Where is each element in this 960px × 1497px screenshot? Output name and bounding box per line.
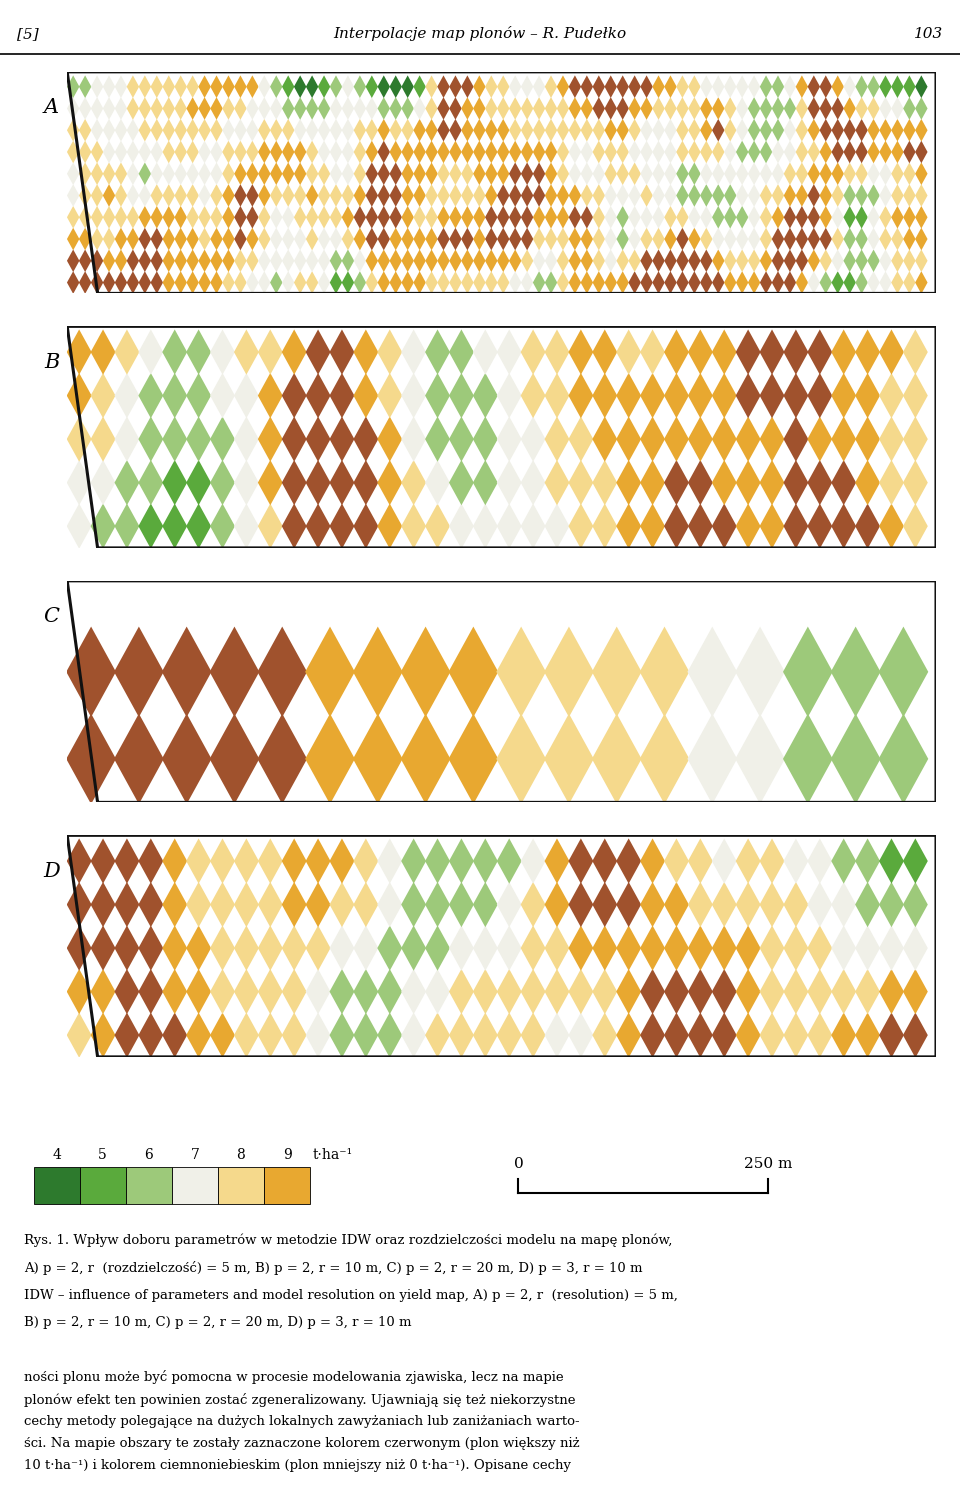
Text: 0: 0 (514, 1157, 523, 1171)
Text: B) p = 2, r = 10 m, C) p = 2, r = 20 m, D) p = 3, r = 10 m: B) p = 2, r = 10 m, C) p = 2, r = 20 m, … (24, 1316, 412, 1329)
Text: 4: 4 (52, 1148, 61, 1162)
Text: 5: 5 (98, 1148, 108, 1162)
Text: C: C (43, 608, 60, 626)
Bar (218, 1168, 264, 1205)
Text: 6: 6 (144, 1148, 154, 1162)
Text: Rys. 1. Wpływ doboru parametrów w metodzie IDW oraz rozdzielczości modelu na map: Rys. 1. Wpływ doboru parametrów w metodz… (24, 1234, 672, 1247)
Bar (80, 1168, 126, 1205)
Text: t·ha⁻¹: t·ha⁻¹ (313, 1148, 353, 1162)
Text: ności plonu może być pomocna w procesie modelowania zjawiska, lecz na mapie: ności plonu może być pomocna w procesie … (24, 1370, 564, 1385)
Text: 10 t·ha⁻¹) i kolorem ciemnoniebieskim (plon mniejszy niż 0 t·ha⁻¹). Opisane cech: 10 t·ha⁻¹) i kolorem ciemnoniebieskim (p… (24, 1460, 571, 1472)
Text: 7: 7 (190, 1148, 200, 1162)
Text: IDW – influence of parameters and model resolution on yield map, A) p = 2, r  (r: IDW – influence of parameters and model … (24, 1289, 678, 1302)
Text: A: A (44, 99, 60, 117)
Text: ści. Na mapie obszary te zostały zaznaczone kolorem czerwonym (plon większy niż: ści. Na mapie obszary te zostały zaznacz… (24, 1437, 580, 1449)
Text: D: D (43, 862, 60, 880)
Bar (34, 1168, 80, 1205)
Text: A) p = 2, r  (rozdzielczość) = 5 m, B) p = 2, r = 10 m, C) p = 2, r = 20 m, D) p: A) p = 2, r (rozdzielczość) = 5 m, B) p … (24, 1262, 642, 1275)
Text: 250 m: 250 m (744, 1157, 792, 1171)
Bar (126, 1168, 172, 1205)
Text: 103: 103 (914, 27, 943, 40)
Text: plonów efekt ten powinien zostać zgeneralizowany. Ujawniają się też niekorzystne: plonów efekt ten powinien zostać zgenera… (24, 1392, 575, 1407)
Bar (172, 1168, 218, 1205)
Text: 9: 9 (282, 1148, 292, 1162)
Text: [5]: [5] (17, 27, 39, 40)
Text: 8: 8 (236, 1148, 246, 1162)
Bar (264, 1168, 310, 1205)
Text: B: B (44, 353, 60, 371)
Text: Interpolacje map plonów – R. Pudełko: Interpolacje map plonów – R. Pudełko (333, 27, 627, 42)
Text: cechy metody polegające na dużych lokalnych zawyżaniach lub zaniżaniach warto-: cechy metody polegające na dużych lokaln… (24, 1415, 580, 1428)
